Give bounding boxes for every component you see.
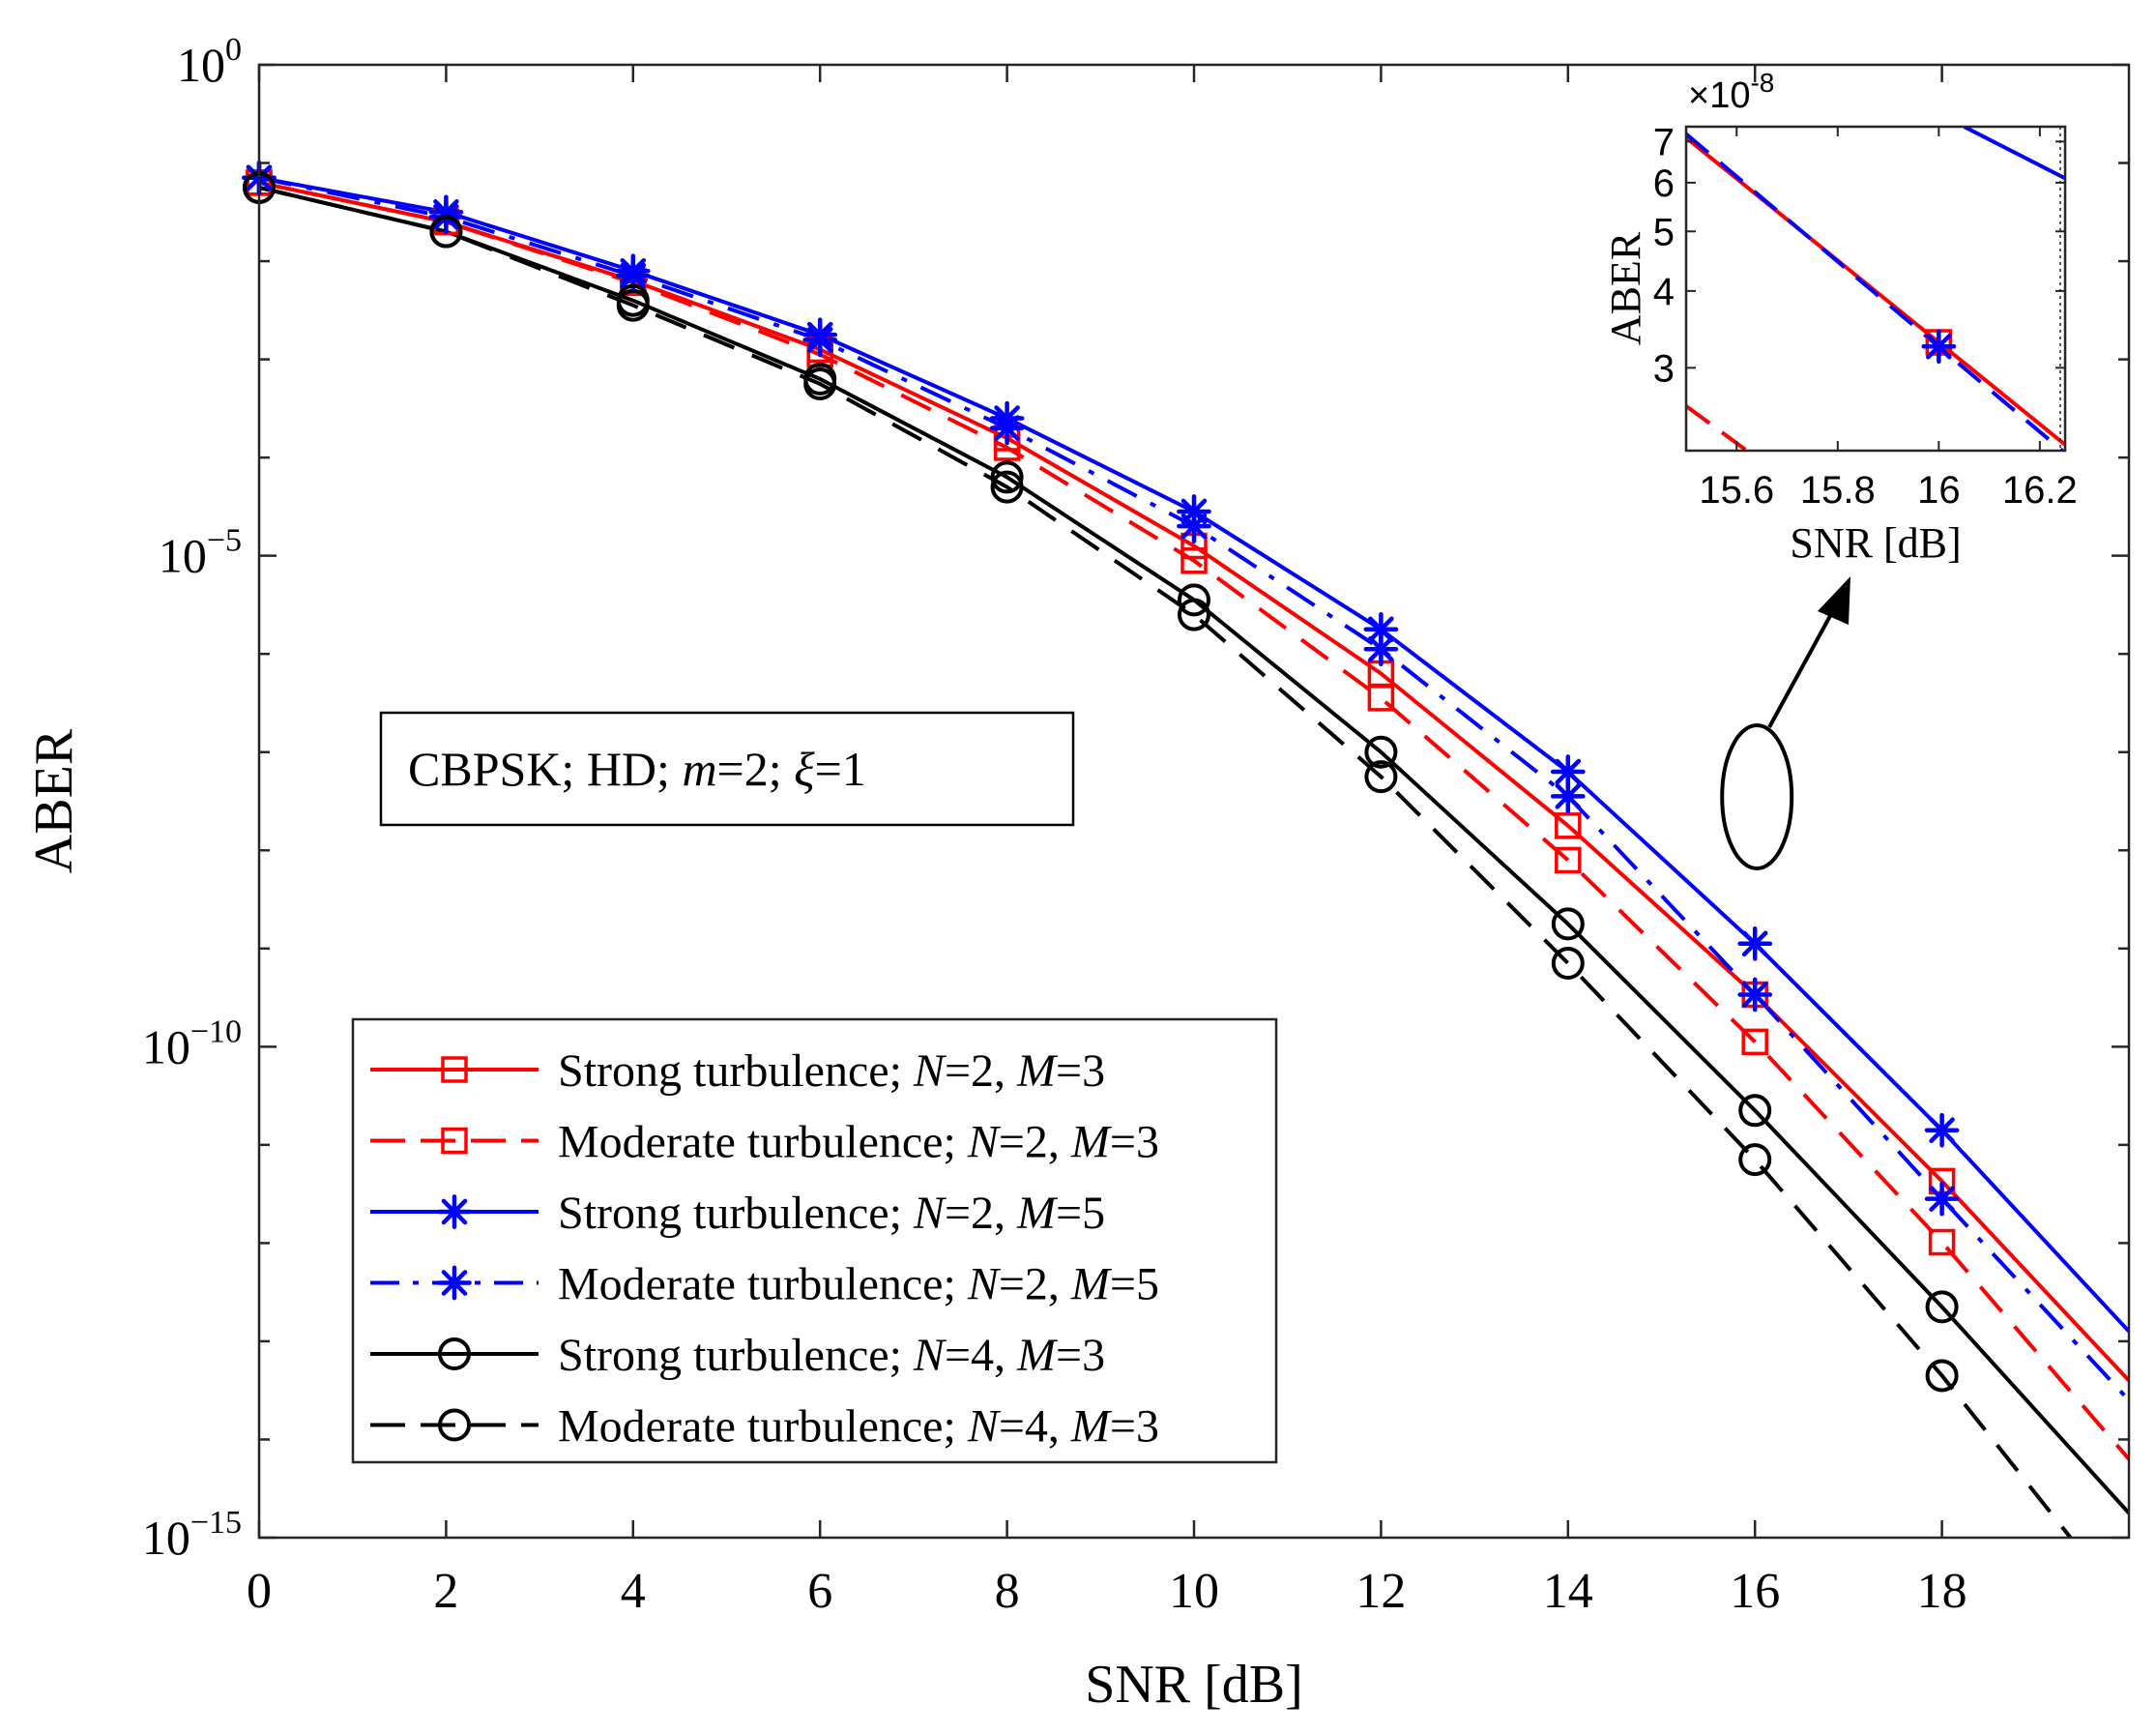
inset-y-tick-label: 3 (1653, 347, 1675, 390)
legend-label-4: Moderate turbulence; N=2, M=5 (558, 1259, 1159, 1310)
legend-marker-5 (438, 1337, 471, 1370)
series-2-marker (1180, 547, 1208, 574)
inset-y-tick-label: 5 (1653, 211, 1675, 253)
legend-marker-2 (441, 1127, 468, 1155)
series-4-marker (1363, 632, 1399, 667)
series-2-marker (1741, 1028, 1768, 1056)
x-axis-label: SNR [dB] (1085, 1655, 1303, 1715)
x-tick-label: 8 (995, 1564, 1020, 1619)
series-4-marker (1550, 778, 1586, 814)
x-tick-label: 0 (247, 1564, 272, 1619)
series-4-marker (1924, 1181, 1960, 1217)
series-6-marker (1551, 947, 1585, 981)
legend-marker-1 (441, 1056, 468, 1083)
y-tick-label: 10−15 (142, 1505, 242, 1565)
y-tick-label: 100 (177, 32, 242, 92)
series-3-marker (1737, 925, 1773, 961)
zoom-ellipse (1720, 723, 1794, 870)
legend-label-5: Strong turbulence; N=4, M=3 (558, 1330, 1105, 1381)
annotation-text: CBPSK; HD; m=2; ξ=1 (408, 742, 866, 796)
x-tick-label: 16 (1730, 1564, 1780, 1619)
y-tick-label: 10−10 (142, 1013, 242, 1073)
inset-y-axis-label: ABER (1602, 231, 1649, 345)
x-tick-label: 14 (1543, 1564, 1593, 1619)
legend-marker-4 (437, 1265, 472, 1301)
x-tick-label: 12 (1355, 1564, 1406, 1619)
legend-label-2: Moderate turbulence; N=2, M=3 (558, 1117, 1159, 1168)
series-5-marker (1364, 735, 1398, 769)
series-6-marker (1364, 760, 1398, 794)
series-5-marker (1925, 1290, 1959, 1324)
x-tick-label: 18 (1917, 1564, 1967, 1619)
series-1-marker (1555, 812, 1582, 839)
series-6-marker (616, 288, 650, 322)
inset-marker-3 (1921, 329, 1957, 365)
series-6-marker (1925, 1359, 1959, 1393)
legend-label-3: Strong turbulence; N=2, M=5 (558, 1188, 1105, 1239)
series-5-marker (1178, 583, 1210, 617)
inset-plot: 15.6 15.8 16 16.2 76 5 4 3 ×10-8 SNR [dB] ABER (1602, 68, 2078, 567)
x-tick-label: 2 (433, 1564, 458, 1619)
series-4-marker (1177, 509, 1211, 543)
series-4-marker (802, 322, 838, 358)
series-4-marker (615, 258, 651, 294)
series-2-marker (1928, 1228, 1956, 1256)
inset-y-tick-label: 6 (1653, 162, 1675, 205)
legend-marker-6 (438, 1408, 471, 1442)
series-line-2 (259, 180, 2129, 1461)
inset-multiplier: ×10-8 (1688, 68, 1774, 116)
inset-x-tick-label: 16 (1917, 469, 1961, 512)
zoom-arrow (1767, 602, 1839, 728)
inset-y-tick-label: 7 (1653, 121, 1675, 163)
legend-box (351, 1017, 1278, 1464)
x-tick-label: 6 (807, 1564, 832, 1619)
series-4-marker (1737, 977, 1773, 1013)
series-5-marker (1738, 1094, 1772, 1128)
annotation-box (379, 711, 1075, 827)
legend-label-6: Moderate turbulence; N=4, M=3 (558, 1401, 1159, 1453)
series-4-marker (989, 410, 1025, 446)
inset-line-4 (1963, 127, 2065, 181)
series-5-marker (990, 460, 1024, 494)
series-6-marker (1738, 1143, 1772, 1177)
inset-x-tick-label: 15.6 (1699, 469, 1774, 512)
series-3-marker (1924, 1112, 1960, 1148)
x-tick-label: 4 (621, 1564, 646, 1619)
series-5-marker (1551, 907, 1585, 941)
main-plot: 0 2 4 6 8 10 12 14 16 18 100 10−5 10−10 10−15 SNR [dB]… (24, 32, 2131, 1715)
inset-x-tick-label: 16.2 (2002, 469, 2078, 512)
series-3-marker (1363, 611, 1399, 647)
series-markers (242, 160, 1960, 1393)
y-tick-label: 10−5 (159, 523, 242, 583)
series-2-marker (1555, 846, 1582, 874)
series-6-marker (803, 367, 837, 401)
inset-frame (1684, 125, 2067, 453)
legend-label-1: Strong turbulence; N=2, M=3 (558, 1045, 1105, 1097)
series-6-marker (1178, 598, 1210, 632)
inset-line-3 (1686, 132, 2065, 451)
inset-x-tick-label: 15.8 (1800, 469, 1876, 512)
series-6-marker (429, 215, 463, 249)
series-6-marker (990, 470, 1024, 504)
series-line-6 (259, 185, 2074, 1538)
series-2-marker (1367, 685, 1395, 712)
y-axis-label: ABER (24, 728, 84, 873)
series-3-marker (1550, 754, 1586, 789)
inset-x-axis-label: SNR [dB] (1790, 519, 1961, 567)
x-tick-label: 10 (1169, 1564, 1219, 1619)
inset-y-tick-label: 4 (1653, 271, 1675, 313)
legend-marker-3 (437, 1194, 472, 1229)
zoom-arrow-head (1818, 576, 1850, 625)
inset-background (1686, 127, 2065, 451)
